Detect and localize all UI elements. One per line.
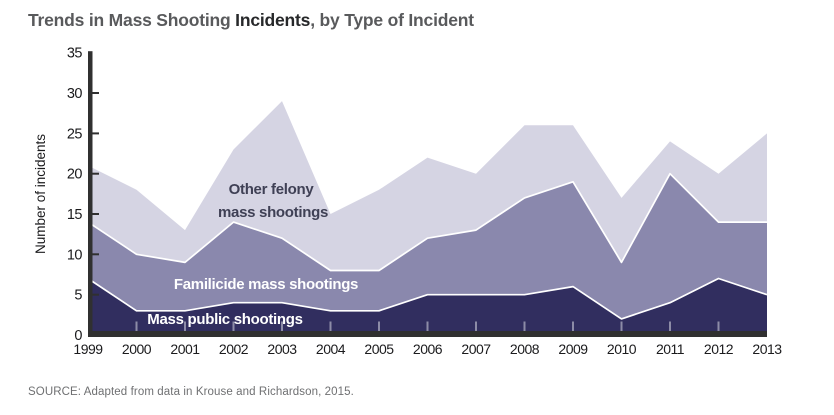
- x-tick-label: 2010: [607, 341, 637, 357]
- series-label: Other felony: [229, 181, 315, 198]
- x-tick-label: 2001: [170, 341, 200, 357]
- x-tick-label: 1999: [73, 341, 103, 357]
- area-familicide-mass-shootings: [88, 173, 767, 335]
- area-mass-public-shootings: [88, 278, 767, 335]
- title-highlight: Incidents: [235, 10, 311, 30]
- x-tick-label: 2011: [656, 341, 685, 357]
- source-note: SOURCE: Adapted from data in Krouse and …: [28, 386, 354, 398]
- series-separator-line: [87, 277, 768, 320]
- title-prefix: Trends in Mass Shooting: [28, 10, 236, 30]
- x-tick-mark: [572, 321, 574, 331]
- x-tick-mark: [184, 321, 186, 331]
- y-tick-mark: [92, 172, 99, 175]
- y-axis-line: [88, 51, 93, 337]
- x-tick-mark: [426, 321, 429, 331]
- x-tick-label: 2009: [558, 341, 588, 357]
- series-label: Familicide mass shootings: [174, 276, 358, 293]
- x-tick-mark: [620, 321, 623, 331]
- x-tick-mark: [475, 321, 477, 331]
- x-tick-mark: [717, 321, 720, 331]
- y-tick-label: 30: [67, 86, 83, 102]
- series-label: Mass public shootings: [147, 311, 302, 328]
- y-tick-mark: [92, 213, 99, 215]
- y-tick-label: 20: [67, 167, 83, 183]
- x-tick-label: 2012: [704, 341, 734, 357]
- y-tick-mark: [92, 293, 99, 296]
- x-tick-mark: [329, 321, 332, 331]
- x-tick-label: 2008: [510, 341, 540, 357]
- x-tick-label: 2005: [364, 341, 394, 357]
- x-tick-mark: [281, 321, 283, 331]
- y-tick-label: 15: [67, 207, 83, 223]
- y-tick-label: 10: [67, 247, 83, 263]
- y-tick-label: 0: [74, 328, 82, 344]
- series-label: mass shootings: [218, 204, 328, 221]
- y-axis-title: Number of incidents: [33, 134, 48, 254]
- x-tick-label: 2004: [316, 341, 346, 357]
- y-tick-mark: [92, 132, 99, 135]
- x-tick-label: 2003: [267, 341, 297, 357]
- series-separator-line: [87, 172, 767, 272]
- x-tick-mark: [135, 321, 138, 331]
- y-tick-mark: [92, 92, 99, 94]
- x-tick-label: 2000: [122, 341, 152, 357]
- x-tick-label: 2006: [413, 341, 443, 357]
- x-tick-mark: [232, 321, 235, 331]
- x-tick-label: 2007: [461, 341, 491, 357]
- y-tick-label: 25: [67, 126, 83, 142]
- y-tick-label: 5: [74, 288, 82, 304]
- x-tick-label: 2002: [219, 341, 249, 357]
- x-tick-mark: [378, 321, 380, 331]
- x-tick-mark: [669, 321, 671, 331]
- y-tick-mark: [92, 253, 99, 256]
- x-tick-label: 2013: [752, 341, 782, 357]
- x-axis-line: [88, 331, 767, 337]
- y-tick-label: 35: [67, 46, 83, 62]
- x-tick-mark: [523, 321, 526, 331]
- title-suffix: , by Type of Incident: [310, 10, 474, 30]
- page-title: Trends in Mass Shooting Incidents, by Ty…: [28, 10, 474, 31]
